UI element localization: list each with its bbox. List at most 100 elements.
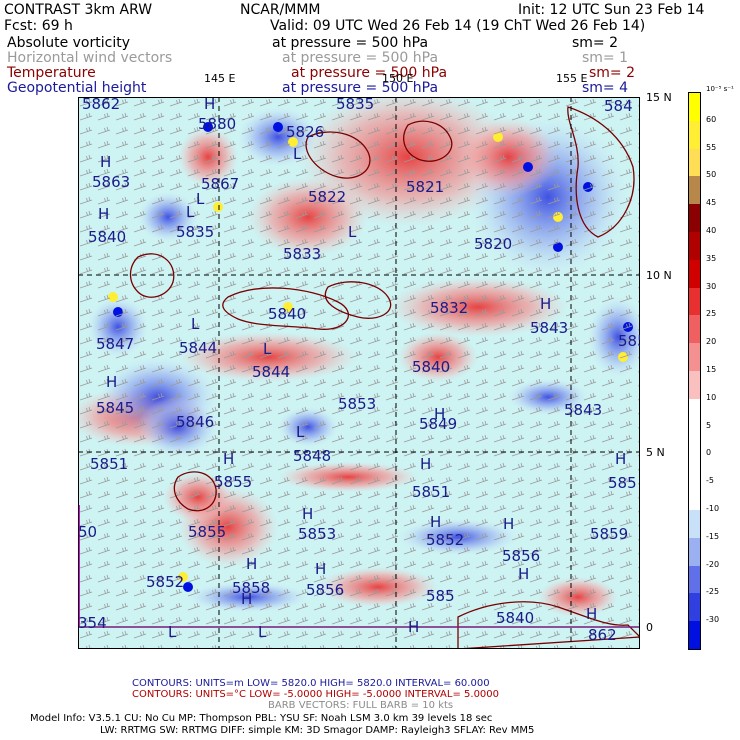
high-pressure-marker: H bbox=[615, 450, 627, 468]
colorbar-segment bbox=[689, 315, 700, 344]
field-level-geopotential: at pressure = 500 hPa bbox=[282, 80, 439, 96]
colorbar-label: 40 bbox=[706, 226, 717, 235]
height-contour-label: 5853 bbox=[298, 525, 337, 543]
colorbar-segment bbox=[689, 621, 700, 649]
field-sm-temperature: sm= 2 bbox=[589, 65, 636, 81]
colorbar-label: -20 bbox=[706, 559, 720, 569]
height-contour-label: 5855 bbox=[188, 523, 227, 541]
height-contour-label: 5822 bbox=[308, 188, 347, 206]
height-contour-label: 5880 bbox=[198, 115, 237, 133]
lat-label-10n: 10 N bbox=[646, 269, 672, 282]
colorbar-label: -5 bbox=[706, 476, 714, 486]
coastlines-and-temperature bbox=[129, 106, 640, 649]
low-pressure-marker: L bbox=[196, 190, 205, 208]
colorbar bbox=[688, 92, 701, 650]
field-level-temperature: at pressure = 500 hPa bbox=[291, 65, 448, 81]
footer-contours-height: CONTOURS: UNITS=m LOW= 5820.0 HIGH= 5820… bbox=[132, 678, 490, 689]
high-pressure-marker: H bbox=[315, 560, 327, 578]
height-contour-label: 585 bbox=[608, 474, 637, 492]
height-contour-label: 585 bbox=[618, 332, 640, 350]
colorbar-segment bbox=[689, 231, 700, 260]
colorbar-unit: 10⁻⁵ s⁻¹ bbox=[706, 85, 734, 93]
height-contour-label: 5833 bbox=[283, 245, 322, 263]
height-contour-label: 5855 bbox=[214, 473, 253, 491]
height-contour-label: 5852 bbox=[146, 573, 185, 591]
height-contour-label: 5852 bbox=[426, 531, 465, 549]
colorbar-label: 15 bbox=[706, 365, 717, 374]
high-pressure-marker: H bbox=[518, 565, 530, 583]
colorbar-segment bbox=[689, 287, 700, 316]
valid-time: Valid: 09 UTC Wed 26 Feb 14 (19 ChT Wed … bbox=[270, 18, 646, 34]
height-contour-label: 50 bbox=[78, 523, 98, 541]
height-contour-label: 5840 bbox=[88, 228, 127, 246]
high-pressure-marker: H bbox=[420, 455, 432, 473]
colorbar-label: 35 bbox=[706, 253, 717, 263]
height-contour-label: 5863 bbox=[92, 173, 131, 191]
lat-label-0: 0 bbox=[646, 621, 653, 634]
lat-label-15n: 15 N bbox=[646, 91, 672, 104]
field-name-vorticity: Absolute vorticity bbox=[7, 35, 130, 51]
colorbar-label: 60 bbox=[706, 114, 717, 124]
high-pressure-marker: H bbox=[106, 373, 118, 391]
colorbar-segment bbox=[689, 426, 700, 455]
height-contour-label: 5856 bbox=[306, 581, 345, 599]
colorbar-segment bbox=[689, 93, 700, 121]
map-canvas bbox=[78, 97, 640, 649]
map-border bbox=[78, 97, 640, 649]
lon-label-155: 155 E bbox=[556, 72, 588, 85]
high-pressure-marker: H bbox=[204, 97, 216, 113]
high-pressure-marker: H bbox=[241, 590, 253, 608]
colorbar-label: 45 bbox=[706, 198, 717, 208]
colorbar-segment bbox=[689, 204, 700, 232]
colorbar-label: -30 bbox=[706, 615, 720, 625]
footer-barb-vectors: BARB VECTORS: FULL BARB = 10 kts bbox=[268, 700, 454, 711]
colorbar-label: 55 bbox=[706, 142, 717, 152]
colorbar-label: -25 bbox=[706, 587, 720, 597]
height-contour-label: 5835 bbox=[176, 223, 215, 241]
colorbar-label: 20 bbox=[706, 337, 717, 347]
low-pressure-marker: L bbox=[293, 145, 302, 163]
field-name-wind: Horizontal wind vectors bbox=[7, 50, 173, 66]
forecast-hour: Fcst: 69 h bbox=[4, 18, 73, 34]
organization: NCAR/MMM bbox=[240, 2, 321, 18]
height-contour-label: 5821 bbox=[406, 178, 445, 196]
height-contour-label: 5840 bbox=[496, 609, 535, 627]
height-contour-label: 5843 bbox=[530, 319, 569, 337]
field-level-wind: at pressure = 500 hPa bbox=[282, 50, 439, 66]
height-contour-label: 5859 bbox=[590, 525, 629, 543]
footer-contours-temperature: CONTOURS: UNITS=°C LOW= -5.0000 HIGH= -5… bbox=[132, 689, 500, 700]
high-pressure-marker: H bbox=[503, 515, 515, 533]
colorbar-label: 25 bbox=[706, 309, 717, 319]
field-name-geopotential: Geopotential height bbox=[7, 80, 147, 96]
height-contour-label: 5845 bbox=[96, 399, 135, 417]
height-contour-label: 5849 bbox=[419, 415, 458, 433]
height-contour-label: 5851 bbox=[412, 483, 451, 501]
height-contour-label: 5848 bbox=[293, 447, 332, 465]
colorbar-label: 10 bbox=[706, 392, 717, 402]
high-pressure-marker: H bbox=[246, 555, 258, 573]
height-contour-label: 5844 bbox=[252, 363, 291, 381]
lon-label-150: 150 E bbox=[382, 72, 414, 85]
high-pressure-marker: H bbox=[434, 405, 446, 423]
low-pressure-marker: L bbox=[258, 623, 267, 641]
colorbar-segment bbox=[689, 482, 700, 510]
wind-barbs bbox=[78, 97, 640, 649]
colorbar-label: 30 bbox=[706, 281, 717, 291]
colorbar-segment bbox=[689, 176, 700, 205]
high-pressure-marker: H bbox=[430, 513, 442, 531]
weather-map: 5862 5880 5826 5835 584 5863 5867 5822 5821 5840 5… bbox=[78, 97, 640, 649]
colorbar-segment bbox=[689, 370, 700, 399]
init-time: Init: 12 UTC Sun 23 Feb 14 bbox=[518, 2, 705, 18]
height-contour-label: 5858 bbox=[232, 579, 271, 597]
height-contour-label: 5851 bbox=[90, 455, 129, 473]
lat-label-5n: 5 N bbox=[646, 446, 665, 459]
field-level-vorticity: at pressure = 500 hPa bbox=[272, 35, 429, 51]
high-pressure-marker: H bbox=[98, 205, 110, 223]
low-pressure-marker: L bbox=[348, 223, 357, 241]
field-name-temperature: Temperature bbox=[7, 65, 96, 81]
high-pressure-marker: H bbox=[586, 605, 598, 623]
colorbar-segment bbox=[689, 259, 700, 288]
lon-label-145: 145 E bbox=[204, 72, 236, 85]
high-pressure-marker: H bbox=[540, 295, 552, 313]
low-pressure-marker: L bbox=[186, 203, 195, 221]
